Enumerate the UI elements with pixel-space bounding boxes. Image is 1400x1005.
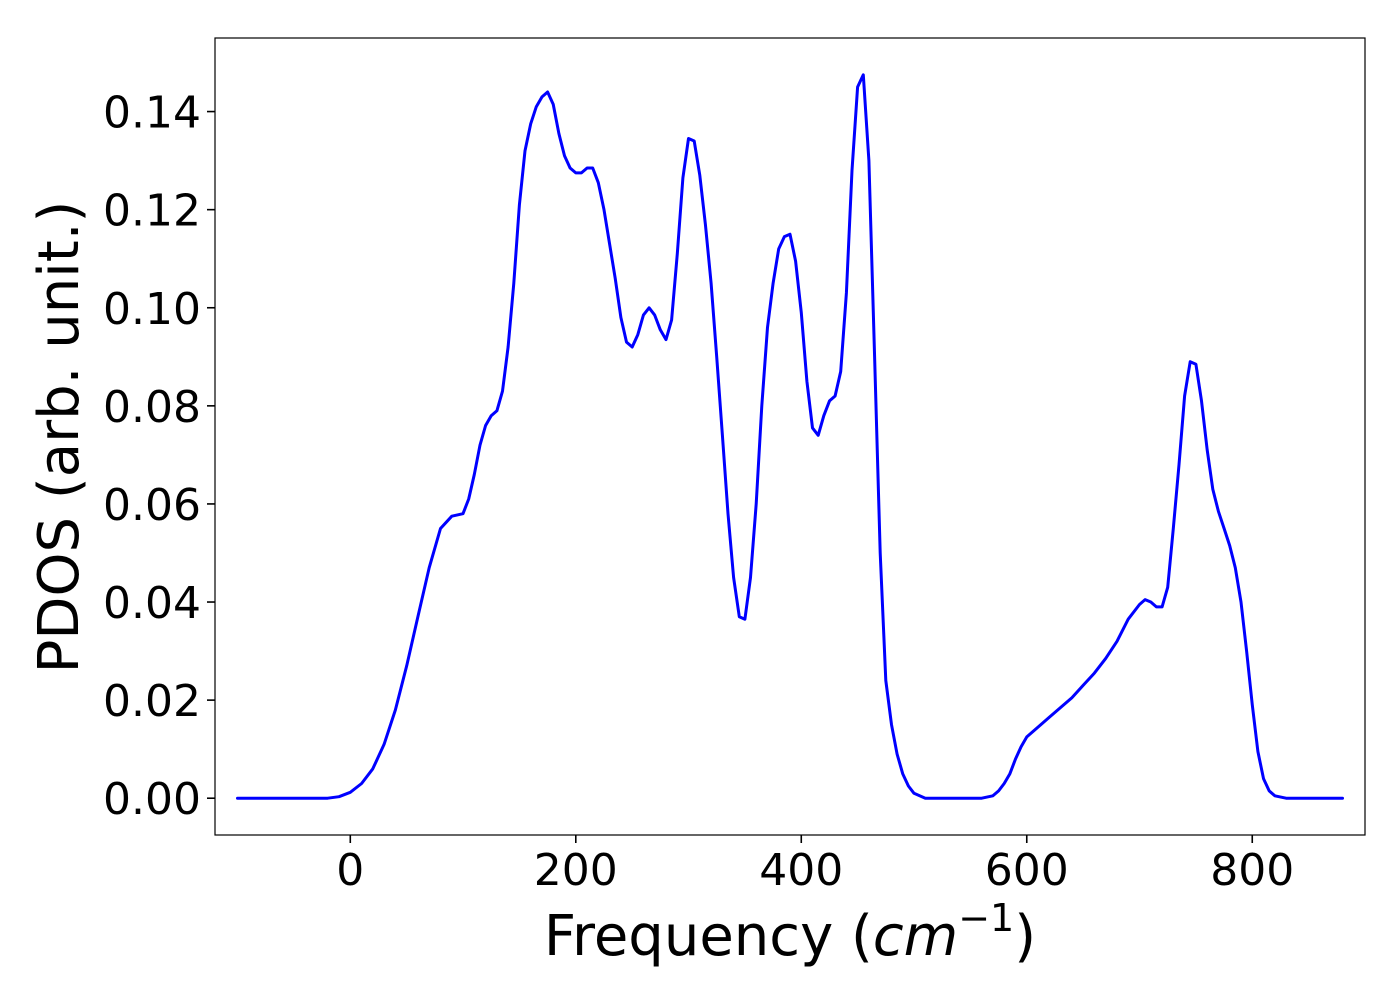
x-tick-label: 600: [985, 845, 1069, 896]
plot-frame: [214, 37, 1366, 836]
y-tick-label: 0.04: [103, 578, 201, 629]
y-axis-ticks: 0.00 0.02 0.04 0.06 0.08 0.10 0.12 0.14: [103, 88, 215, 825]
y-tick-label: 0.06: [103, 480, 201, 531]
x-tick-label: 400: [759, 845, 843, 896]
y-tick-label: 0.08: [103, 382, 201, 433]
pdos-series-line: [236, 73, 1344, 800]
y-tick-label: 0.14: [103, 88, 201, 139]
y-tick-label: 0.00: [103, 774, 201, 825]
x-tick-label: 800: [1210, 845, 1294, 896]
x-axis-ticks: 0 200 400 600 800: [336, 835, 1294, 896]
y-tick-label: 0.02: [103, 676, 201, 727]
x-axis-unit-exponent: −1: [958, 896, 1014, 940]
y-axis-label: PDOS (arb. unit.): [27, 201, 92, 674]
x-axis-unit-base: cm: [873, 904, 958, 969]
y-tick-label: 0.10: [103, 284, 201, 335]
y-tick-label: 0.12: [103, 186, 201, 237]
x-axis-label: Frequency (cm−1): [544, 896, 1036, 969]
x-axis-label-text: Frequency: [544, 904, 833, 969]
x-tick-label: 0: [336, 845, 364, 896]
x-tick-label: 200: [534, 845, 618, 896]
